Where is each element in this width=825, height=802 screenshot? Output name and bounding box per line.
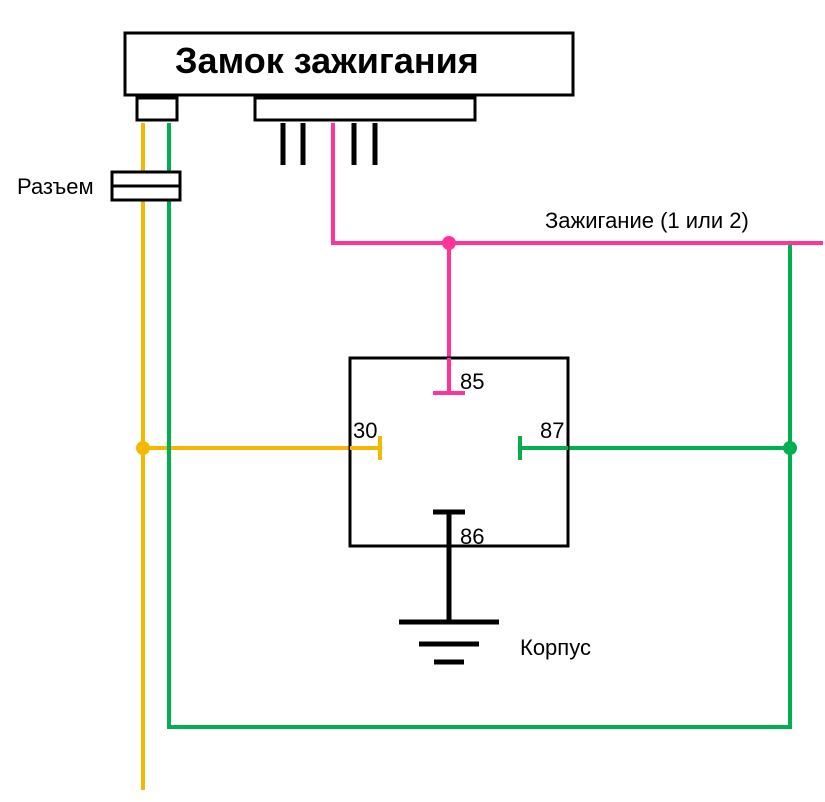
connector-label: Разъем xyxy=(17,174,94,200)
pin87-label: 87 xyxy=(540,418,564,444)
relay-box xyxy=(350,358,568,546)
wiring-diagram-canvas xyxy=(0,0,825,802)
node-pink xyxy=(442,236,456,250)
ignition-line-label: Зажигание (1 или 2) xyxy=(545,208,749,234)
node-orange xyxy=(136,441,150,455)
pin85-label: 85 xyxy=(460,369,484,395)
sub-connector-right xyxy=(255,98,475,120)
node-green xyxy=(783,441,797,455)
pin86-label: 86 xyxy=(460,524,484,550)
ignition-lock-label: Замок зажигания xyxy=(175,40,479,82)
body-ground-label: Корпус xyxy=(520,635,591,661)
sub-connector-left xyxy=(137,98,177,120)
pin30-label: 30 xyxy=(353,418,377,444)
